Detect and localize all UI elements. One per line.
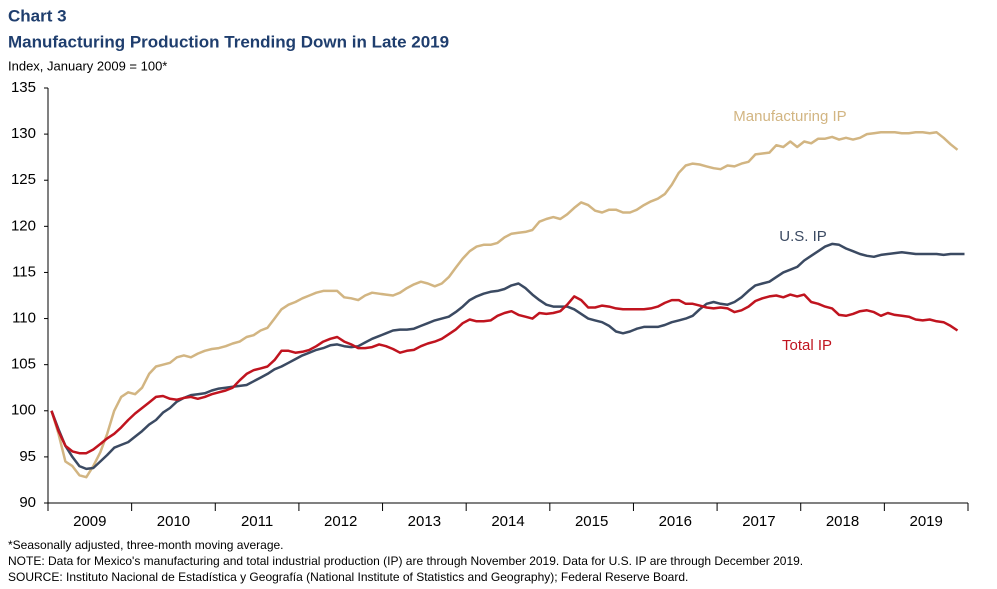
y-tick-label: 135 xyxy=(11,79,36,96)
x-tick-label: 2014 xyxy=(491,513,524,530)
chart-subtitle: Index, January 2009 = 100* xyxy=(8,58,167,73)
y-tick-label: 120 xyxy=(11,217,36,234)
x-tick-label: 2011 xyxy=(241,513,273,530)
x-tick-label: 2015 xyxy=(575,513,608,530)
x-tick-label: 2013 xyxy=(408,513,441,530)
x-tick-label: 2010 xyxy=(157,513,190,530)
series-label: Total IP xyxy=(782,337,832,354)
chart-title: Manufacturing Production Trending Down i… xyxy=(8,32,449,51)
series-label: Manufacturing IP xyxy=(733,108,846,125)
y-tick-label: 90 xyxy=(19,494,36,511)
note: *Seasonally adjusted, three-month moving… xyxy=(8,538,284,552)
y-tick-label: 115 xyxy=(12,263,36,280)
x-tick-label: 2009 xyxy=(73,513,106,530)
x-tick-label: 2012 xyxy=(324,513,357,530)
series-line xyxy=(50,131,959,479)
x-tick-label: 2017 xyxy=(742,513,775,530)
y-tick-label: 100 xyxy=(11,402,36,419)
x-tick-label: 2018 xyxy=(826,513,859,530)
y-tick-label: 125 xyxy=(11,171,36,188)
chart-kicker: Chart 3 xyxy=(8,6,67,25)
note: SOURCE: Instituto Nacional de Estadístic… xyxy=(8,570,688,584)
y-tick-label: 110 xyxy=(12,310,36,327)
x-tick-label: 2016 xyxy=(659,513,692,530)
note: NOTE: Data for Mexico's manufacturing an… xyxy=(8,554,803,568)
y-tick-label: 95 xyxy=(19,448,36,465)
series-line xyxy=(50,293,959,455)
y-tick-label: 130 xyxy=(11,125,36,142)
series-label: U.S. IP xyxy=(779,228,827,245)
series-line xyxy=(50,242,965,471)
y-tick-label: 105 xyxy=(11,356,36,373)
x-tick-label: 2019 xyxy=(909,513,942,530)
